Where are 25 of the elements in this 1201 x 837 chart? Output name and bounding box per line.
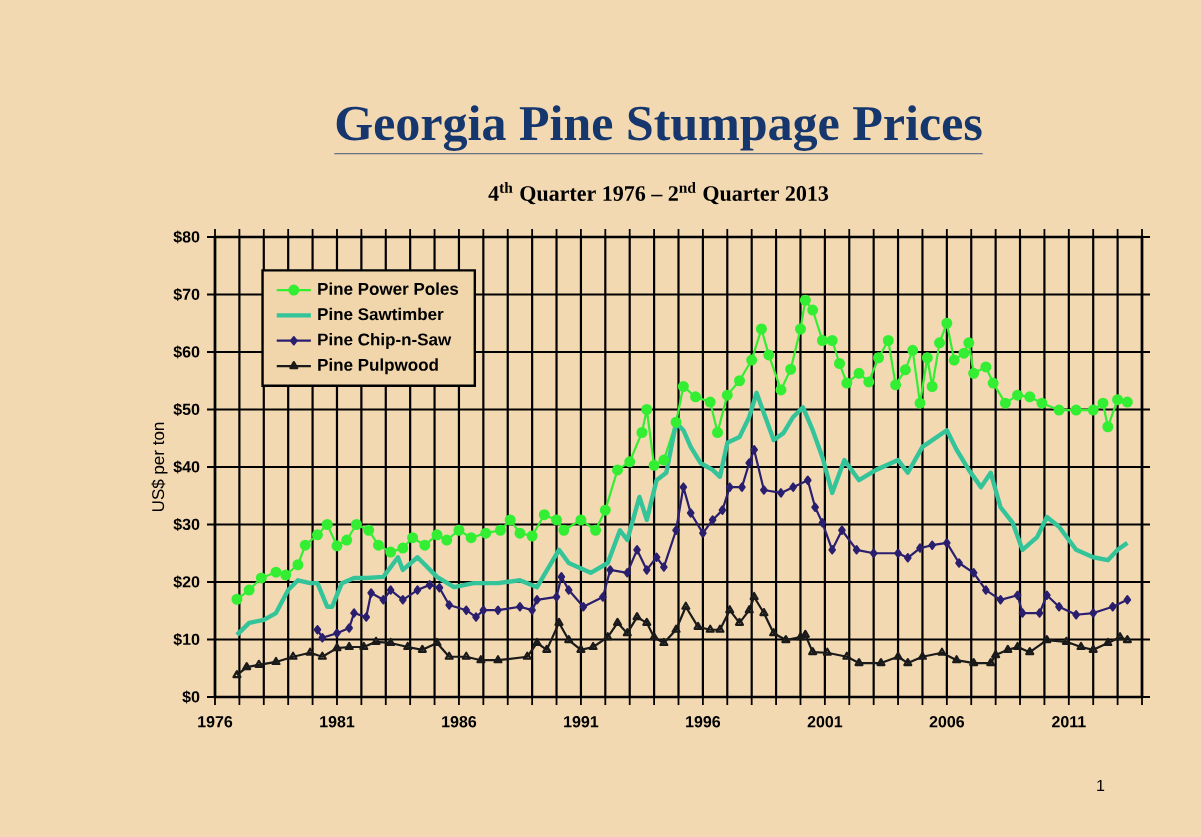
legend-label: Pine Sawtimber (318, 307, 444, 321)
legend-label: Pine Power Poles (318, 282, 459, 295)
y-tick-label: $0 (182, 690, 200, 704)
y-tick-label: $60 (173, 345, 200, 359)
x-tick-label: 1981 (320, 716, 355, 728)
y-tick-label: $80 (173, 230, 200, 244)
x-tick-label: 2011 (1052, 716, 1086, 728)
x-tick-label: 1991 (564, 716, 599, 728)
legend-label: Pine Pulpwood (318, 358, 438, 375)
y-tick-label: $20 (173, 575, 200, 589)
y-tick-label: $10 (173, 632, 200, 647)
chart-subtitle: 4$^{th}$ Quarter 1976 – 2$^{nd}$ Quarter 2013 (488, 182, 829, 205)
y-tick-label: $70 (173, 287, 200, 302)
chart-title: Georgia Pine Stumpage Prices (336, 105, 982, 151)
legend-label: Pine Chip-n-Saw (318, 333, 452, 349)
x-tick-label: 1976 (198, 716, 233, 728)
text: 1 (1097, 779, 1105, 791)
y-tick-label: $40 (173, 460, 200, 474)
x-tick-label: 1986 (442, 716, 477, 728)
x-tick-label: 2006 (929, 716, 965, 728)
y-tick-label: $30 (173, 517, 200, 532)
x-tick-label: 2001 (807, 716, 843, 728)
y-axis-title: US$ per ton (151, 422, 168, 512)
x-tick-label: 1996 (686, 716, 721, 728)
y-tick-label: $50 (173, 402, 200, 417)
